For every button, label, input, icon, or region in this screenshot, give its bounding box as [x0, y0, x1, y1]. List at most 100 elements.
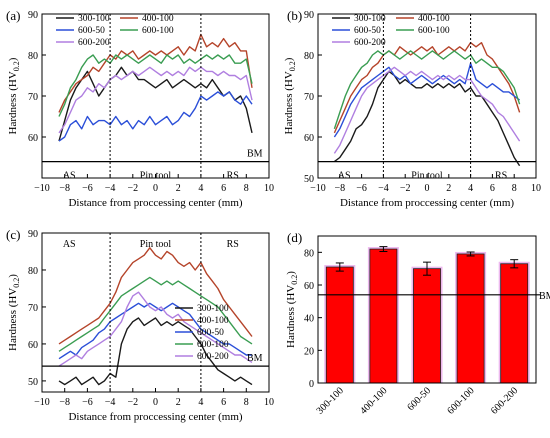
x-tick-label: −2 [127, 397, 138, 408]
bar-600-50 [413, 268, 441, 384]
x-tick-label: 4 [198, 397, 203, 408]
x-tick-label: 10 [264, 183, 274, 194]
plot-frame [41, 13, 270, 179]
x-tick-label: 0 [153, 397, 158, 408]
line-chart-2: BM AS Pin tool RS −10 −8 −6 −4 −2 0 2 4 6 8 10 50 60 70 80… [6, 227, 274, 423]
x-tick-label: 8 [512, 183, 517, 194]
y-tick-label: 20 [304, 346, 314, 357]
region-label-0: AS [63, 171, 76, 182]
legend-entry-400-100: 400-100 [197, 316, 229, 326]
x-tick-label: −6 [356, 183, 367, 194]
plot-frame [41, 232, 270, 393]
y-axis-label: Hardness (HV0.2) [283, 57, 297, 134]
x-tick-label: 6 [221, 183, 226, 194]
y-tick-label: 60 [28, 340, 38, 351]
x-tick-label: −2 [127, 183, 138, 194]
x-tick-label: 2 [446, 183, 451, 194]
x-tick-label: −10 [310, 183, 326, 194]
x-tick-label: −2 [400, 183, 411, 194]
series-line-600-200 [58, 291, 253, 367]
x-tick-label: −10 [34, 397, 50, 408]
line-chart-1: AS Pin tool RS−10 −8 −6 −4 −2 0 2 4 6 8 105060708090… [283, 8, 541, 209]
x-tick-label: 8 [244, 397, 249, 408]
y-tick-label: 60 [304, 133, 314, 144]
y-tick-label: 80 [28, 51, 38, 62]
x-tick-label: 10 [531, 183, 541, 194]
region-label-2: RS [227, 171, 239, 182]
legend-entry-600-200: 600-200 [197, 352, 229, 362]
y-tick-label: 50 [28, 377, 38, 388]
legend-entry-400-100: 400-100 [418, 14, 450, 24]
series-line-600-100 [333, 50, 521, 130]
bar-600-200 [500, 263, 529, 384]
legend-entry-600-50: 600-50 [197, 328, 224, 338]
series-line-300-100 [58, 317, 253, 386]
x-tick-label: 6 [490, 183, 495, 194]
legend: 300-100 400-100 600-50 600-100 600-200 [175, 304, 229, 362]
y-tick-label: 40 [304, 314, 314, 325]
legend-entry-300-100: 300-100 [78, 14, 110, 24]
x-tick-label: 0 [153, 183, 158, 194]
series-line-600-100 [58, 276, 253, 352]
y-tick-label: 60 [304, 281, 314, 292]
series-line-600-50 [333, 62, 521, 138]
x-tick-label: 2 [176, 397, 181, 408]
x-tick-label: −8 [59, 397, 70, 408]
bar-300-100 [325, 266, 354, 384]
x-tick-label: −4 [105, 183, 116, 194]
legend-entry-400-100: 400-100 [142, 14, 174, 24]
region-label-1: Pin tool [140, 239, 172, 250]
x-tick-label: 4 [468, 183, 473, 194]
x-tick-label: −8 [334, 183, 345, 194]
bm-label: BM [247, 353, 263, 364]
x-tick-label: 0 [425, 183, 430, 194]
legend: 300-100 400-100 600-50 600-100 600-200 [332, 14, 450, 48]
bm-label: BM [539, 291, 550, 302]
x-tick-label: 4 [198, 183, 203, 194]
legend-entry-600-100: 600-100 [142, 26, 174, 36]
y-tick-label: 60 [28, 133, 38, 144]
y-tick-label: 80 [304, 51, 314, 62]
y-tick-label: 70 [28, 92, 38, 103]
x-tick-label: 8 [244, 183, 249, 194]
legend-entry-600-200: 600-200 [78, 38, 110, 48]
panel-tag: (c) [6, 227, 20, 242]
region-label-0: AS [338, 171, 351, 182]
y-tick-label: 80 [28, 266, 38, 277]
x-tick-label: 2 [176, 183, 181, 194]
x-category-label: 600-100 [445, 385, 476, 416]
series-line-600-100 [58, 54, 253, 117]
panel-tag: (d) [287, 230, 302, 245]
x-category-label: 300-100 [315, 385, 346, 416]
bar-400-100 [369, 248, 398, 384]
series-line-300-100 [58, 66, 253, 142]
x-tick-label: −10 [34, 183, 50, 194]
x-tick-label: −6 [82, 183, 93, 194]
region-label-2: RS [227, 239, 239, 250]
legend-entry-600-200: 600-200 [354, 38, 386, 48]
series-line-600-50 [58, 302, 252, 360]
y-tick-label: 90 [304, 10, 314, 21]
y-tick-label: 90 [28, 229, 38, 240]
legend-entry-300-100: 300-100 [197, 304, 229, 314]
x-axis-label: Distance from proccessing center (mm) [68, 411, 242, 423]
series-line-400-100 [58, 247, 253, 345]
series-line-400-100 [333, 42, 521, 134]
legend-entry-600-100: 600-100 [197, 340, 229, 350]
region-label-2: RS [495, 171, 507, 182]
y-tick-label: 70 [304, 92, 314, 103]
legend: 300-100 400-100 600-50 600-100 600-200 [56, 14, 174, 48]
y-axis-label: Hardness (HV0.2) [7, 57, 21, 134]
region-label-0: AS [63, 239, 76, 250]
series-line-600-200 [333, 66, 521, 154]
y-tick-label: 70 [28, 303, 38, 314]
series-line-600-200 [58, 66, 253, 134]
x-tick-label: −4 [378, 183, 389, 194]
panel-tag: (b) [287, 8, 302, 23]
bm-label: BM [247, 149, 263, 160]
x-tick-label: −6 [82, 397, 93, 408]
y-axis-label: Hardness (HV0.2) [285, 271, 299, 348]
bar-600-100 [456, 253, 485, 384]
series-line-400-100 [58, 33, 253, 113]
